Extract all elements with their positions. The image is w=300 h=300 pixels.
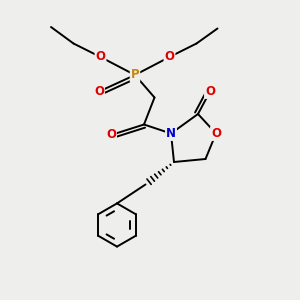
Text: O: O <box>94 85 104 98</box>
Text: O: O <box>164 50 175 64</box>
Text: O: O <box>106 128 116 142</box>
Text: P: P <box>131 68 139 82</box>
Text: N: N <box>166 127 176 140</box>
Text: O: O <box>205 85 215 98</box>
Text: O: O <box>211 127 221 140</box>
Text: O: O <box>95 50 106 64</box>
